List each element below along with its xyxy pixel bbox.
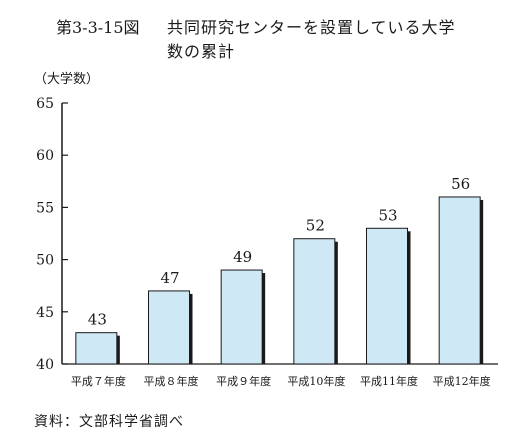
y-tick-label: 60 [36, 148, 54, 164]
bar-data-label: 53 [378, 206, 397, 224]
y-axis-label: （大学数） [34, 72, 100, 87]
bar-data-label: 47 [160, 269, 179, 287]
x-tick-label: 平成12年度 [433, 374, 491, 388]
y-tick-label: 40 [36, 357, 54, 373]
source-note: 資料：文部科学省調べ [34, 414, 184, 430]
y-axis: 40 45 50 55 60 65 [36, 96, 498, 373]
x-tick-label: 平成10年度 [287, 374, 345, 388]
y-tick-label: 50 [36, 253, 54, 269]
bars-group: 43 47 49 52 53 56 [75, 175, 484, 365]
figure-title-line-2: 数の累計 [167, 42, 236, 61]
figure-title-line-1: 共同研究センターを設置している大学 [167, 18, 456, 37]
bar-6 [438, 196, 481, 365]
x-tick-label: 平成11年度 [360, 374, 418, 388]
bar-3 [220, 269, 263, 365]
y-tick-label: 55 [36, 200, 54, 216]
y-tick-label: 65 [36, 96, 54, 112]
figure-number: 第3-3-15図 [56, 18, 140, 37]
x-tick-label: 平成８年度 [144, 374, 199, 388]
x-tick-label: 平成９年度 [216, 374, 271, 388]
bar-5 [366, 227, 408, 365]
x-axis: 平成７年度 平成８年度 平成９年度 平成10年度 平成11年度 平成12年度 [71, 374, 491, 388]
bar-data-label: 43 [88, 311, 107, 329]
bar-4 [293, 238, 336, 365]
x-tick-label: 平成７年度 [71, 374, 126, 388]
y-tick-label: 45 [36, 305, 54, 321]
bar-1 [75, 332, 118, 365]
bar-data-label: 49 [233, 248, 252, 266]
bar-data-label: 52 [306, 217, 325, 235]
bar-2 [148, 290, 190, 365]
bar-data-label: 56 [451, 175, 470, 193]
